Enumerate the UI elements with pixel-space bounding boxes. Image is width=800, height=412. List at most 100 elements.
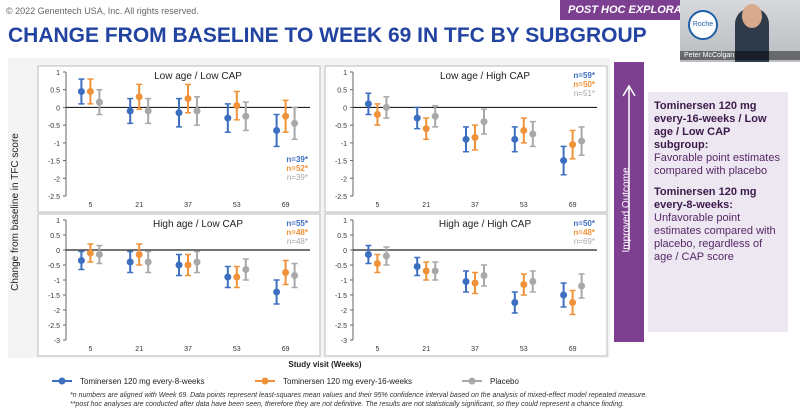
point <box>431 267 439 275</box>
y-tick-label: -2 <box>54 308 60 315</box>
y-tick-label: -2.5 <box>335 194 347 201</box>
y-tick-label: 0 <box>343 248 347 255</box>
x-tick-label: 5 <box>88 202 92 209</box>
y-tick-label: -1.5 <box>48 293 60 300</box>
x-tick-label: 69 <box>569 202 577 209</box>
n-label: n=50* <box>573 219 595 228</box>
x-tick-label: 5 <box>88 346 92 353</box>
x-tick-label: 21 <box>422 202 430 209</box>
point <box>86 249 94 257</box>
point <box>364 251 372 258</box>
y-tick-label: -2 <box>341 176 347 183</box>
y-tick-label: -3 <box>341 338 347 345</box>
x-tick-label: 5 <box>375 346 379 353</box>
y-tick-label: -0.5 <box>335 123 347 130</box>
point <box>95 98 103 106</box>
y-tick-label: -2.5 <box>48 194 60 201</box>
logo: Roche <box>688 10 718 40</box>
y-tick-label: 0.5 <box>337 88 347 95</box>
point <box>578 282 586 290</box>
n-label: n=39* <box>287 173 308 182</box>
x-tick-label: 53 <box>233 346 241 353</box>
point <box>480 118 488 126</box>
point <box>273 288 281 296</box>
n-label: n=48* <box>573 228 595 237</box>
point <box>511 299 519 306</box>
point <box>569 299 577 306</box>
legend-dot <box>468 377 476 385</box>
point <box>135 251 143 258</box>
n-label: n=39* <box>286 155 308 164</box>
note-heading: Tominersen 120 mg every-8-weeks: <box>654 186 757 211</box>
copyright: © 2022 Genentech USA, Inc. All rights re… <box>6 6 199 16</box>
point <box>511 135 519 143</box>
point <box>184 95 192 103</box>
x-tick-label: 37 <box>184 346 192 353</box>
y-tick-label: 1 <box>343 218 347 225</box>
point <box>282 112 290 120</box>
x-tick-label: 5 <box>375 202 379 209</box>
point <box>520 126 528 134</box>
x-tick-label: 37 <box>471 202 479 209</box>
notes-box: Tominersen 120 mg every-16-weeks / Low a… <box>648 92 788 332</box>
y-tick-label: -2 <box>54 176 60 183</box>
y-tick-label: 1 <box>343 70 347 77</box>
y-tick-label: 1 <box>56 218 60 225</box>
legend-dot <box>58 377 66 385</box>
x-axis-label: Study visit (Weeks) <box>288 360 362 369</box>
n-label: n=52* <box>286 164 308 173</box>
y-tick-label: -1.5 <box>335 159 347 166</box>
point <box>224 273 232 281</box>
slide-title: CHANGE FROM BASELINE TO WEEK 69 IN TFC B… <box>8 24 647 47</box>
footnote: *n numbers are aligned with Week 69. Dat… <box>70 392 648 399</box>
y-tick-label: 0.5 <box>50 88 60 95</box>
point <box>135 93 143 101</box>
point <box>462 278 470 285</box>
x-tick-label: 53 <box>233 202 241 209</box>
point <box>364 100 372 108</box>
point <box>422 267 430 275</box>
y-tick-label: -1 <box>54 278 60 285</box>
panel-title: High age / Low CAP <box>153 219 243 230</box>
n-label: n=48* <box>286 228 308 237</box>
y-tick-label: 0 <box>56 248 60 255</box>
n-label: n=59* <box>573 71 595 80</box>
y-axis-label: Change from baseline in TFC score <box>10 133 21 291</box>
x-tick-label: 21 <box>135 346 143 353</box>
y-tick-label: 1 <box>56 70 60 77</box>
panel-title: Low age / Low CAP <box>154 71 242 82</box>
point <box>126 258 134 266</box>
footnotes: *n numbers are aligned with Week 69. Dat… <box>70 391 795 409</box>
point <box>382 103 390 111</box>
y-tick-label: 0 <box>343 105 347 112</box>
point <box>175 109 183 117</box>
y-tick-label: -3 <box>54 338 60 345</box>
point <box>560 291 568 299</box>
point <box>529 278 537 285</box>
point <box>193 258 201 266</box>
n-label: n=51* <box>574 89 595 98</box>
panel <box>37 65 321 213</box>
legend-label: Tominersen 120 mg every-16-weeks <box>283 377 412 386</box>
panel-title: High age / High CAP <box>439 219 532 230</box>
outcome-arrow <box>622 84 636 250</box>
y-tick-label: -2.5 <box>335 323 347 330</box>
point <box>282 269 290 276</box>
point <box>480 272 488 279</box>
y-tick-label: -2.5 <box>48 323 60 330</box>
n-label: n=50* <box>573 80 595 89</box>
y-tick-label: -1 <box>341 141 347 148</box>
y-tick-label: -0.5 <box>48 123 60 130</box>
point <box>413 114 421 122</box>
point <box>126 107 134 115</box>
point <box>471 134 479 142</box>
panel <box>37 213 321 357</box>
point <box>86 87 94 95</box>
y-tick-label: 0 <box>56 105 60 112</box>
y-tick-label: -0.5 <box>335 263 347 270</box>
n-label: n=48* <box>287 237 308 246</box>
n-label: n=55* <box>286 219 308 228</box>
x-tick-label: 69 <box>282 346 290 353</box>
y-tick-label: -1.5 <box>335 293 347 300</box>
